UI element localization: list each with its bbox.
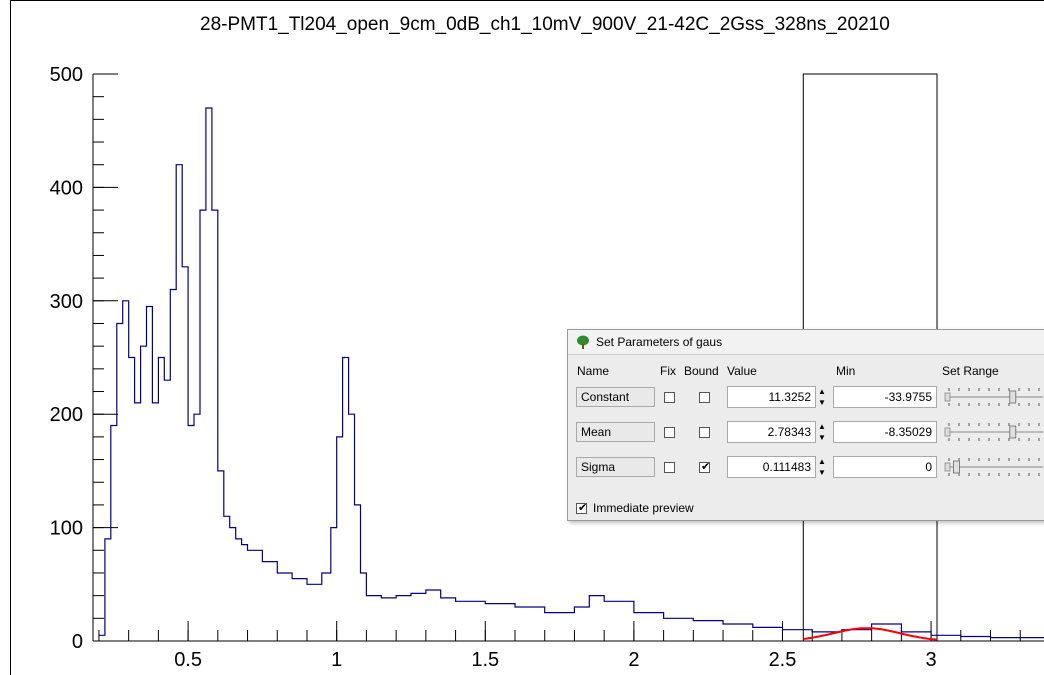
canvas-top-border	[10, 0, 1044, 1]
header-fix: Fix	[660, 364, 676, 378]
value-spinner[interactable]: ▲ ▼	[816, 386, 828, 408]
header-min: Min	[836, 364, 856, 378]
spin-down-icon[interactable]: ▼	[818, 468, 826, 477]
value-field[interactable]: 0.111483	[727, 456, 816, 478]
spin-up-icon[interactable]: ▲	[818, 422, 826, 431]
range-slider[interactable]	[943, 421, 1044, 443]
x-tick-label: 1	[331, 649, 342, 671]
range-slider[interactable]	[943, 456, 1044, 478]
header-set-range: Set Range	[942, 364, 999, 378]
min-field[interactable]: -33.9755	[833, 386, 937, 408]
range-slider[interactable]	[943, 386, 1044, 408]
set-parameters-dialog[interactable]: Set Parameters of gaus Name Fix Bound Va…	[567, 329, 1044, 521]
header-value: Value	[727, 364, 757, 378]
fix-checkbox[interactable]	[664, 427, 675, 438]
dialog-titlebar[interactable]: Set Parameters of gaus	[568, 330, 1044, 355]
gaussian-fit-curve	[803, 627, 938, 641]
x-tick-label: 0.5	[174, 649, 202, 671]
immediate-preview-checkbox[interactable]: ✔	[576, 501, 588, 514]
y-tick-label: 300	[50, 291, 83, 313]
value-field[interactable]: 2.78343	[727, 421, 816, 443]
check-icon: ✔	[578, 501, 588, 514]
histogram-series	[98, 107, 1044, 639]
value-spinner[interactable]: ▲ ▼	[816, 421, 828, 443]
fix-checkbox[interactable]	[664, 462, 675, 473]
spin-up-icon[interactable]: ▲	[818, 387, 826, 396]
bound-checkbox[interactable]	[699, 392, 710, 403]
y-tick-label: 200	[50, 404, 83, 426]
param-name-constant: Constant	[576, 387, 655, 407]
fix-checkbox[interactable]	[664, 392, 675, 403]
value-spinner[interactable]: ▲ ▼	[816, 456, 828, 478]
y-tick-label: 400	[50, 177, 83, 199]
spin-up-icon[interactable]: ▲	[818, 457, 826, 466]
tree-icon	[577, 335, 589, 349]
x-tick-label: 2.5	[769, 649, 797, 671]
histogram-title: 28-PMT1_Tl204_open_9cm_0dB_ch1_10mV_900V…	[200, 14, 890, 35]
min-field[interactable]: 0	[833, 456, 937, 478]
y-tick-label: 500	[50, 64, 83, 86]
bound-checkbox[interactable]: ✔	[699, 461, 711, 473]
check-icon: ✔	[701, 461, 711, 473]
dialog-title: Set Parameters of gaus	[596, 335, 723, 349]
param-name-mean: Mean	[576, 422, 655, 442]
y-tick-label: 100	[50, 518, 83, 540]
min-field[interactable]: -8.35029	[833, 421, 937, 443]
immediate-preview-row[interactable]: ✔ Immediate preview	[576, 500, 694, 516]
header-name: Name	[577, 364, 610, 378]
x-tick-label: 1.5	[471, 649, 499, 671]
header-bound: Bound	[684, 364, 719, 378]
x-tick-label: 2	[628, 649, 639, 671]
bound-checkbox[interactable]	[699, 427, 710, 438]
canvas-left-border	[10, 0, 11, 675]
x-tick-label: 3	[926, 649, 937, 671]
y-tick-label: 0	[72, 631, 83, 653]
spin-down-icon[interactable]: ▼	[818, 398, 826, 407]
spin-down-icon[interactable]: ▼	[818, 433, 826, 442]
value-field[interactable]: 11.3252	[727, 386, 816, 408]
param-name-sigma: Sigma	[576, 457, 655, 477]
immediate-preview-label: Immediate preview	[593, 501, 694, 515]
